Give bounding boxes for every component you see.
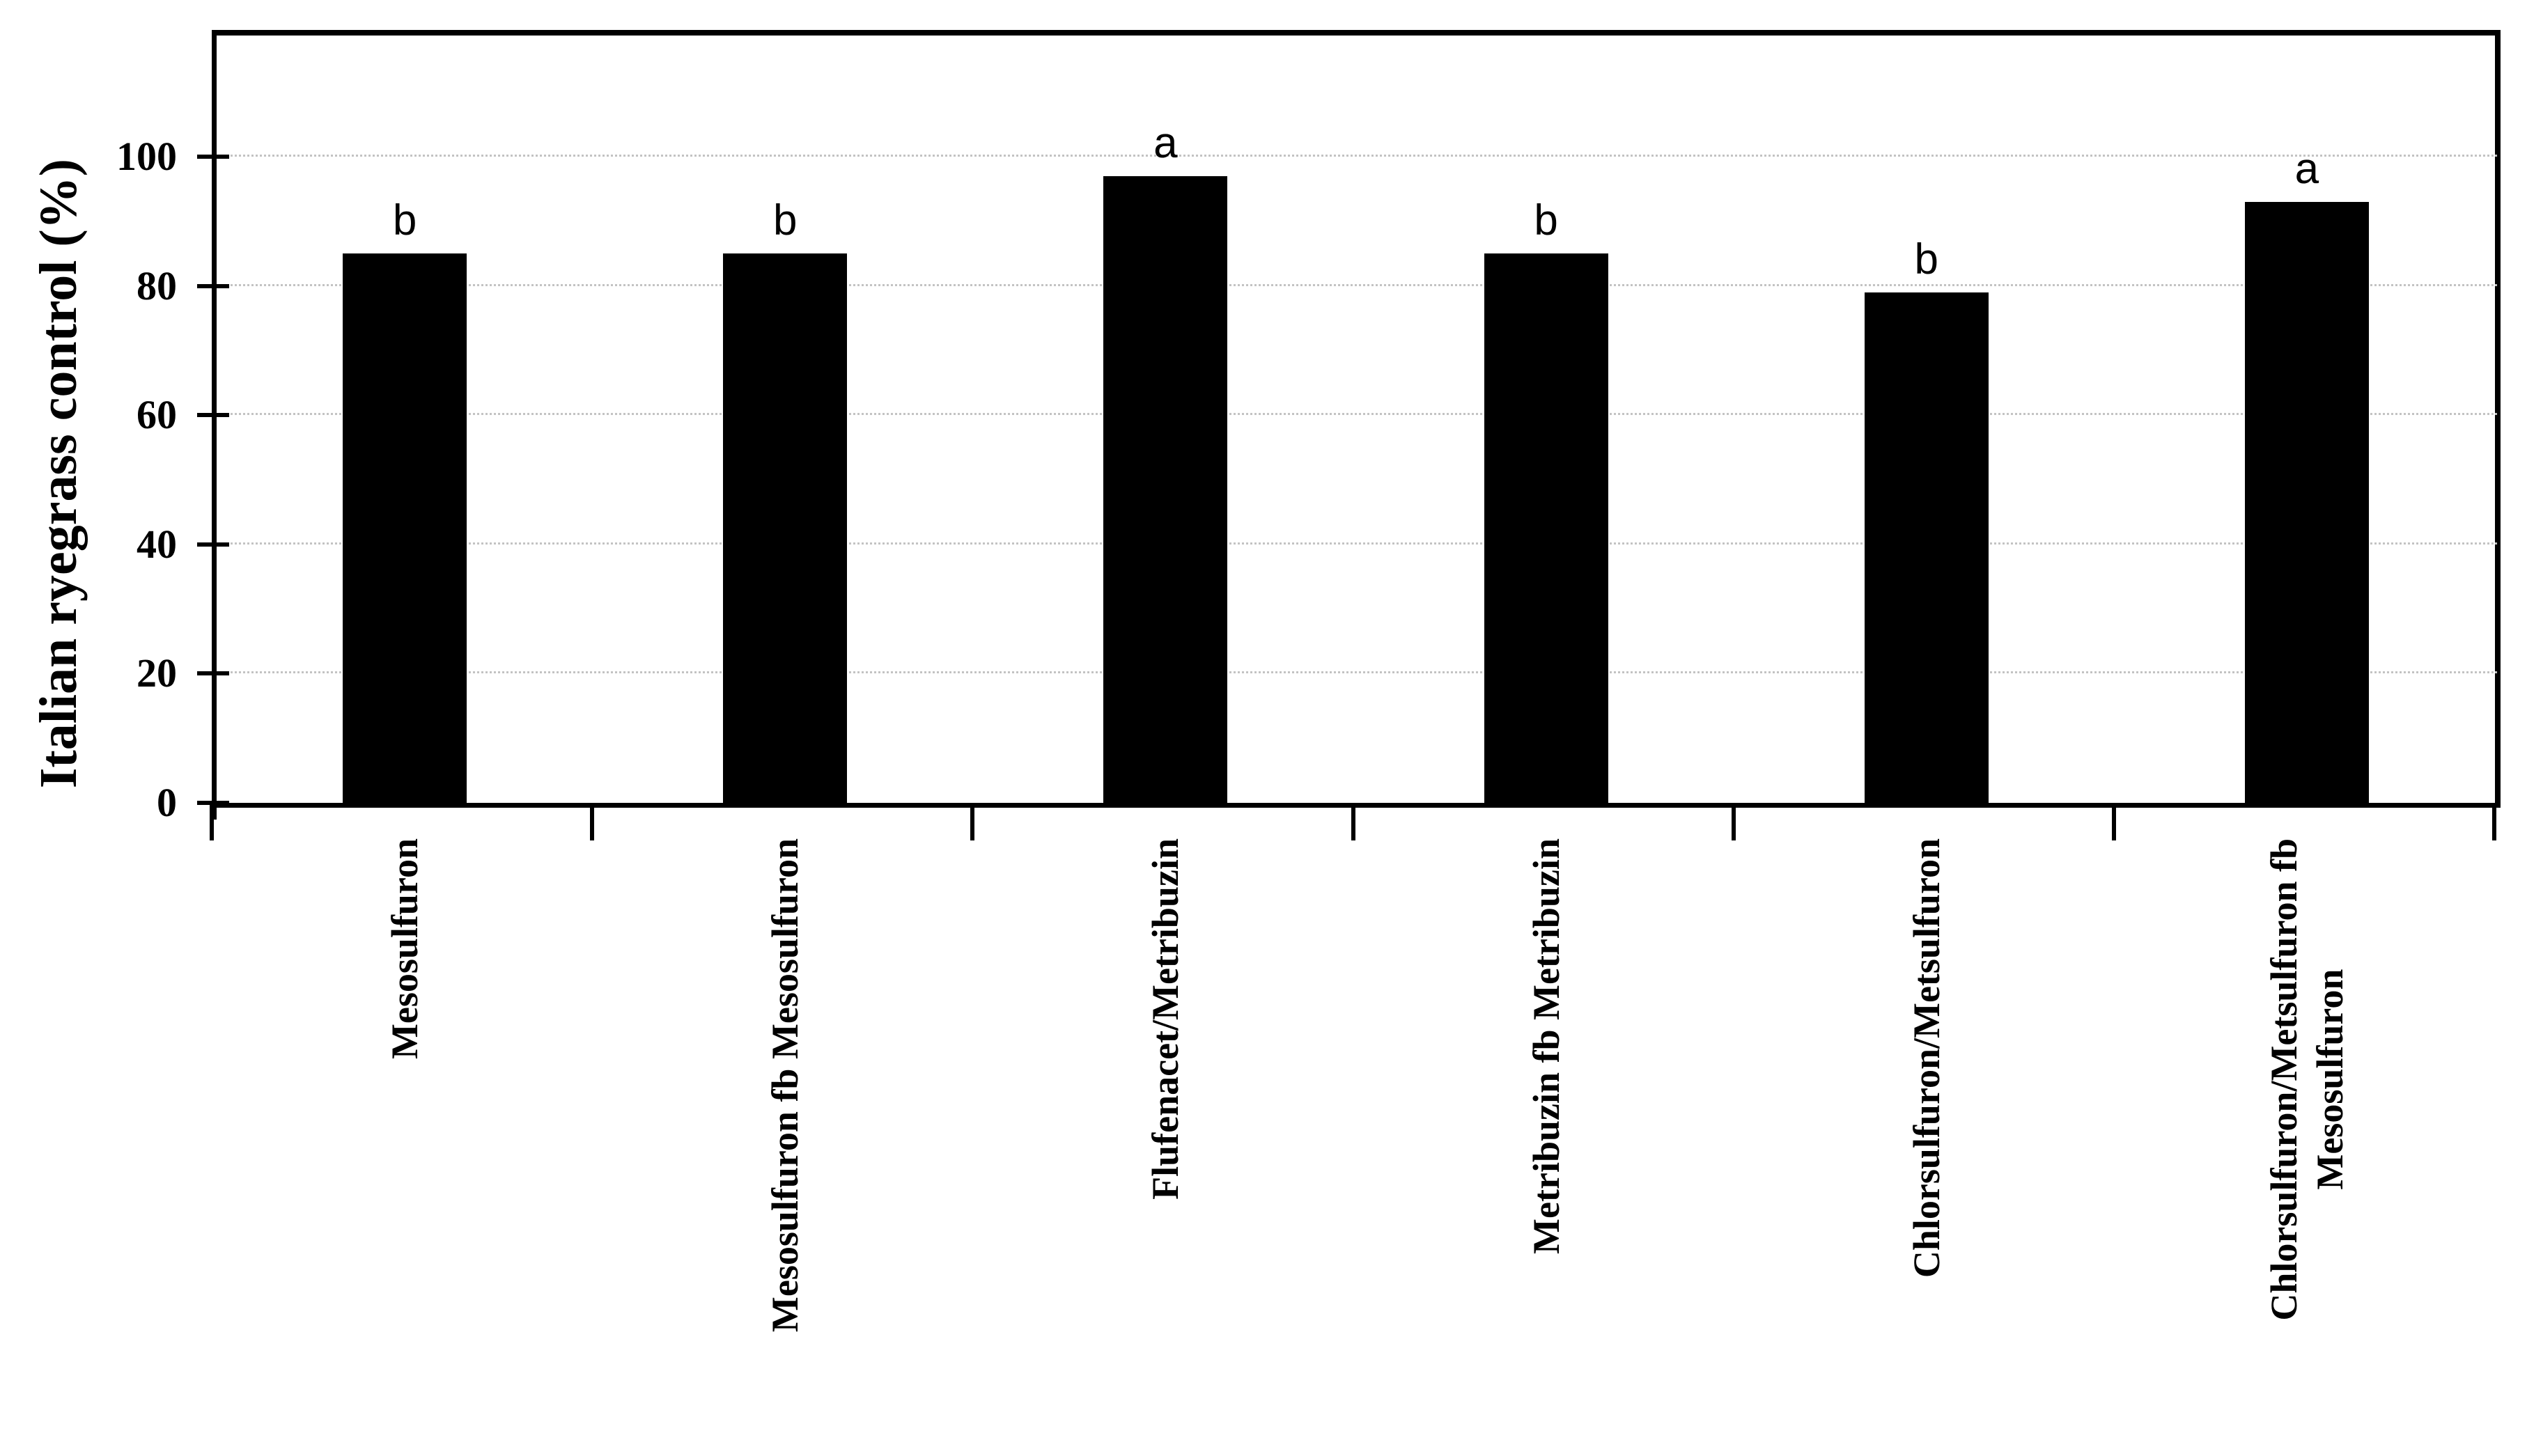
significance-letter-4: b	[1534, 196, 1558, 245]
bar-3	[1103, 175, 1228, 803]
gridline-y-20	[215, 671, 2497, 674]
significance-letter-6: a	[2294, 144, 2319, 193]
x-category-cell-1: Mesosulfuron	[215, 838, 595, 1444]
plot-frame-right	[2495, 30, 2501, 808]
y-tick-label-0: 0	[157, 780, 177, 825]
y-tick-mark-100	[197, 155, 229, 159]
x-category-cell-5: Chlorsulfuron/Metsulfuron	[1736, 838, 2117, 1444]
x-category-label-2: Mesosulfuron fb Mesosulfuron	[764, 838, 807, 1333]
significance-letter-2: b	[773, 196, 798, 245]
y-tick-label-60: 60	[137, 392, 177, 438]
gridline-y-40	[215, 542, 2497, 545]
x-tick-mark-5	[2111, 803, 2116, 840]
x-category-label-3: Flufenacet/Metribuzin	[1144, 838, 1187, 1200]
x-tick-mark-4	[1731, 803, 1736, 840]
x-tick-mark-3	[1351, 803, 1355, 840]
y-tick-mark-60	[197, 413, 229, 418]
x-category-label-1: Mesosulfuron	[384, 838, 426, 1060]
gridline-y-100	[215, 155, 2497, 157]
bar-5	[1864, 292, 1989, 803]
significance-letter-3: a	[1153, 118, 1178, 167]
y-tick-label-100: 100	[116, 134, 177, 179]
y-tick-mark-40	[197, 542, 229, 547]
y-tick-label-20: 20	[137, 650, 177, 696]
x-category-label-5: Chlorsulfuron/Metsulfuron	[1905, 838, 1947, 1278]
x-tick-mark-0	[210, 803, 214, 840]
x-axis-line	[212, 803, 2501, 808]
x-axis-labels: Mesosulfuron Mesosulfuron fb Mesosulfuron…	[215, 838, 2497, 1444]
y-axis-line	[212, 30, 217, 820]
x-category-label-6: Chlorsulfuron/Metsulfuron fb Mesosulfuro…	[2262, 838, 2351, 1321]
plot-frame-top	[212, 30, 2501, 36]
bar-2	[723, 253, 848, 803]
plot-area: b b a b b a	[215, 33, 2497, 803]
gridline-y-80	[215, 283, 2497, 286]
x-tick-mark-6	[2492, 803, 2496, 840]
x-category-cell-2: Mesosulfuron fb Mesosulfuron	[595, 838, 975, 1444]
bar-4	[1484, 253, 1608, 803]
significance-letter-5: b	[1914, 235, 1938, 283]
gridline-y-60	[215, 413, 2497, 416]
x-category-label-4: Metribuzin fb Metribuzin	[1525, 838, 1567, 1254]
y-tick-mark-20	[197, 671, 229, 676]
x-tick-mark-2	[970, 803, 975, 840]
bar-6	[2244, 201, 2369, 803]
significance-letter-1: b	[392, 196, 417, 245]
y-tick-label-40: 40	[137, 521, 177, 567]
x-tick-mark-1	[590, 803, 595, 840]
x-category-cell-6: Chlorsulfuron/Metsulfuron fb Mesosulfuro…	[2117, 838, 2497, 1444]
bar-1	[343, 253, 467, 803]
x-category-cell-4: Metribuzin fb Metribuzin	[1356, 838, 1736, 1444]
x-category-cell-3: Flufenacet/Metribuzin	[975, 838, 1355, 1444]
y-tick-mark-80	[197, 283, 229, 288]
y-tick-label-80: 80	[137, 263, 177, 308]
